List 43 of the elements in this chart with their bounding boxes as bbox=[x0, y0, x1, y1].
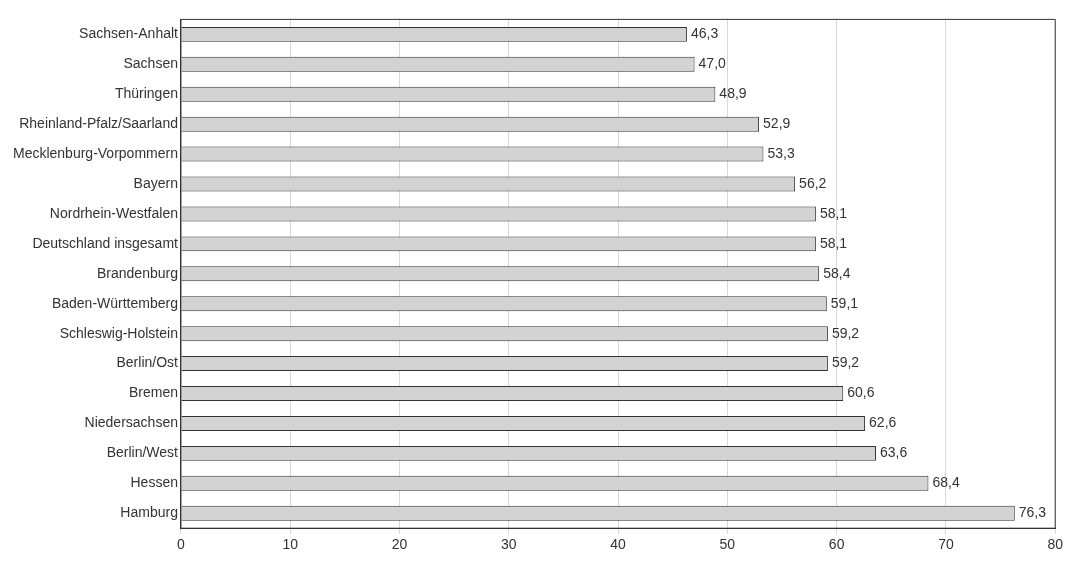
data-label: 58,4 bbox=[823, 264, 851, 281]
x-tick-label: 80 bbox=[1047, 536, 1064, 553]
data-label: 53,3 bbox=[767, 144, 795, 161]
data-label: 62,6 bbox=[869, 414, 897, 431]
x-tick-label: 30 bbox=[501, 536, 517, 553]
x-tick-label: 70 bbox=[938, 536, 954, 553]
y-tick-label: Niedersachsen bbox=[84, 414, 178, 431]
data-label: 52,9 bbox=[763, 115, 791, 132]
y-tick-label: Schleswig-Holstein bbox=[59, 324, 178, 341]
y-tick-label: Deutschland insgesamt bbox=[32, 234, 179, 251]
data-label: 58,1 bbox=[819, 204, 848, 221]
data-label: 63,6 bbox=[879, 444, 908, 461]
x-tick-label: 0 bbox=[177, 536, 186, 553]
y-tick-label: Sachsen-Anhalt bbox=[79, 25, 179, 42]
y-tick-label: Bremen bbox=[128, 384, 178, 401]
y-tick-label: Sachsen bbox=[123, 55, 178, 72]
data-label: 60,6 bbox=[847, 384, 875, 401]
y-tick-label: Nordrhein-Westfalen bbox=[49, 204, 178, 221]
y-tick-label: Baden-Württemberg bbox=[51, 294, 178, 311]
y-tick-label: Berlin/West bbox=[106, 444, 179, 461]
x-tick-label: 20 bbox=[391, 536, 408, 553]
data-label: 68,4 bbox=[932, 474, 960, 491]
data-label: 48,9 bbox=[719, 85, 747, 102]
data-label: 76,3 bbox=[1018, 504, 1047, 521]
data-label: 59,2 bbox=[831, 354, 860, 371]
x-tick-label: 40 bbox=[610, 536, 627, 553]
x-tick-label: 50 bbox=[719, 536, 736, 553]
x-tick-label: 60 bbox=[828, 536, 845, 553]
y-tick-label: Thüringen bbox=[114, 85, 178, 102]
y-tick-label: Rheinland-Pfalz/Saarland bbox=[19, 115, 178, 132]
data-label: 59,1 bbox=[830, 294, 859, 311]
data-label: 46,3 bbox=[690, 25, 719, 42]
data-label: 59,2 bbox=[831, 324, 860, 341]
y-tick-label: Mecklenburg-Vorpommern bbox=[12, 144, 178, 161]
y-tick-label: Hessen bbox=[130, 474, 178, 491]
data-label: 47,0 bbox=[698, 55, 727, 72]
x-tick-label: 10 bbox=[282, 536, 299, 553]
y-tick-label: Bayern bbox=[133, 174, 178, 191]
y-tick-label: Berlin/Ost bbox=[116, 354, 179, 371]
y-tick-label: Brandenburg bbox=[97, 264, 178, 281]
y-tick-label: Hamburg bbox=[120, 504, 178, 521]
data-label: 58,1 bbox=[819, 234, 848, 251]
data-label: 56,2 bbox=[799, 174, 827, 191]
